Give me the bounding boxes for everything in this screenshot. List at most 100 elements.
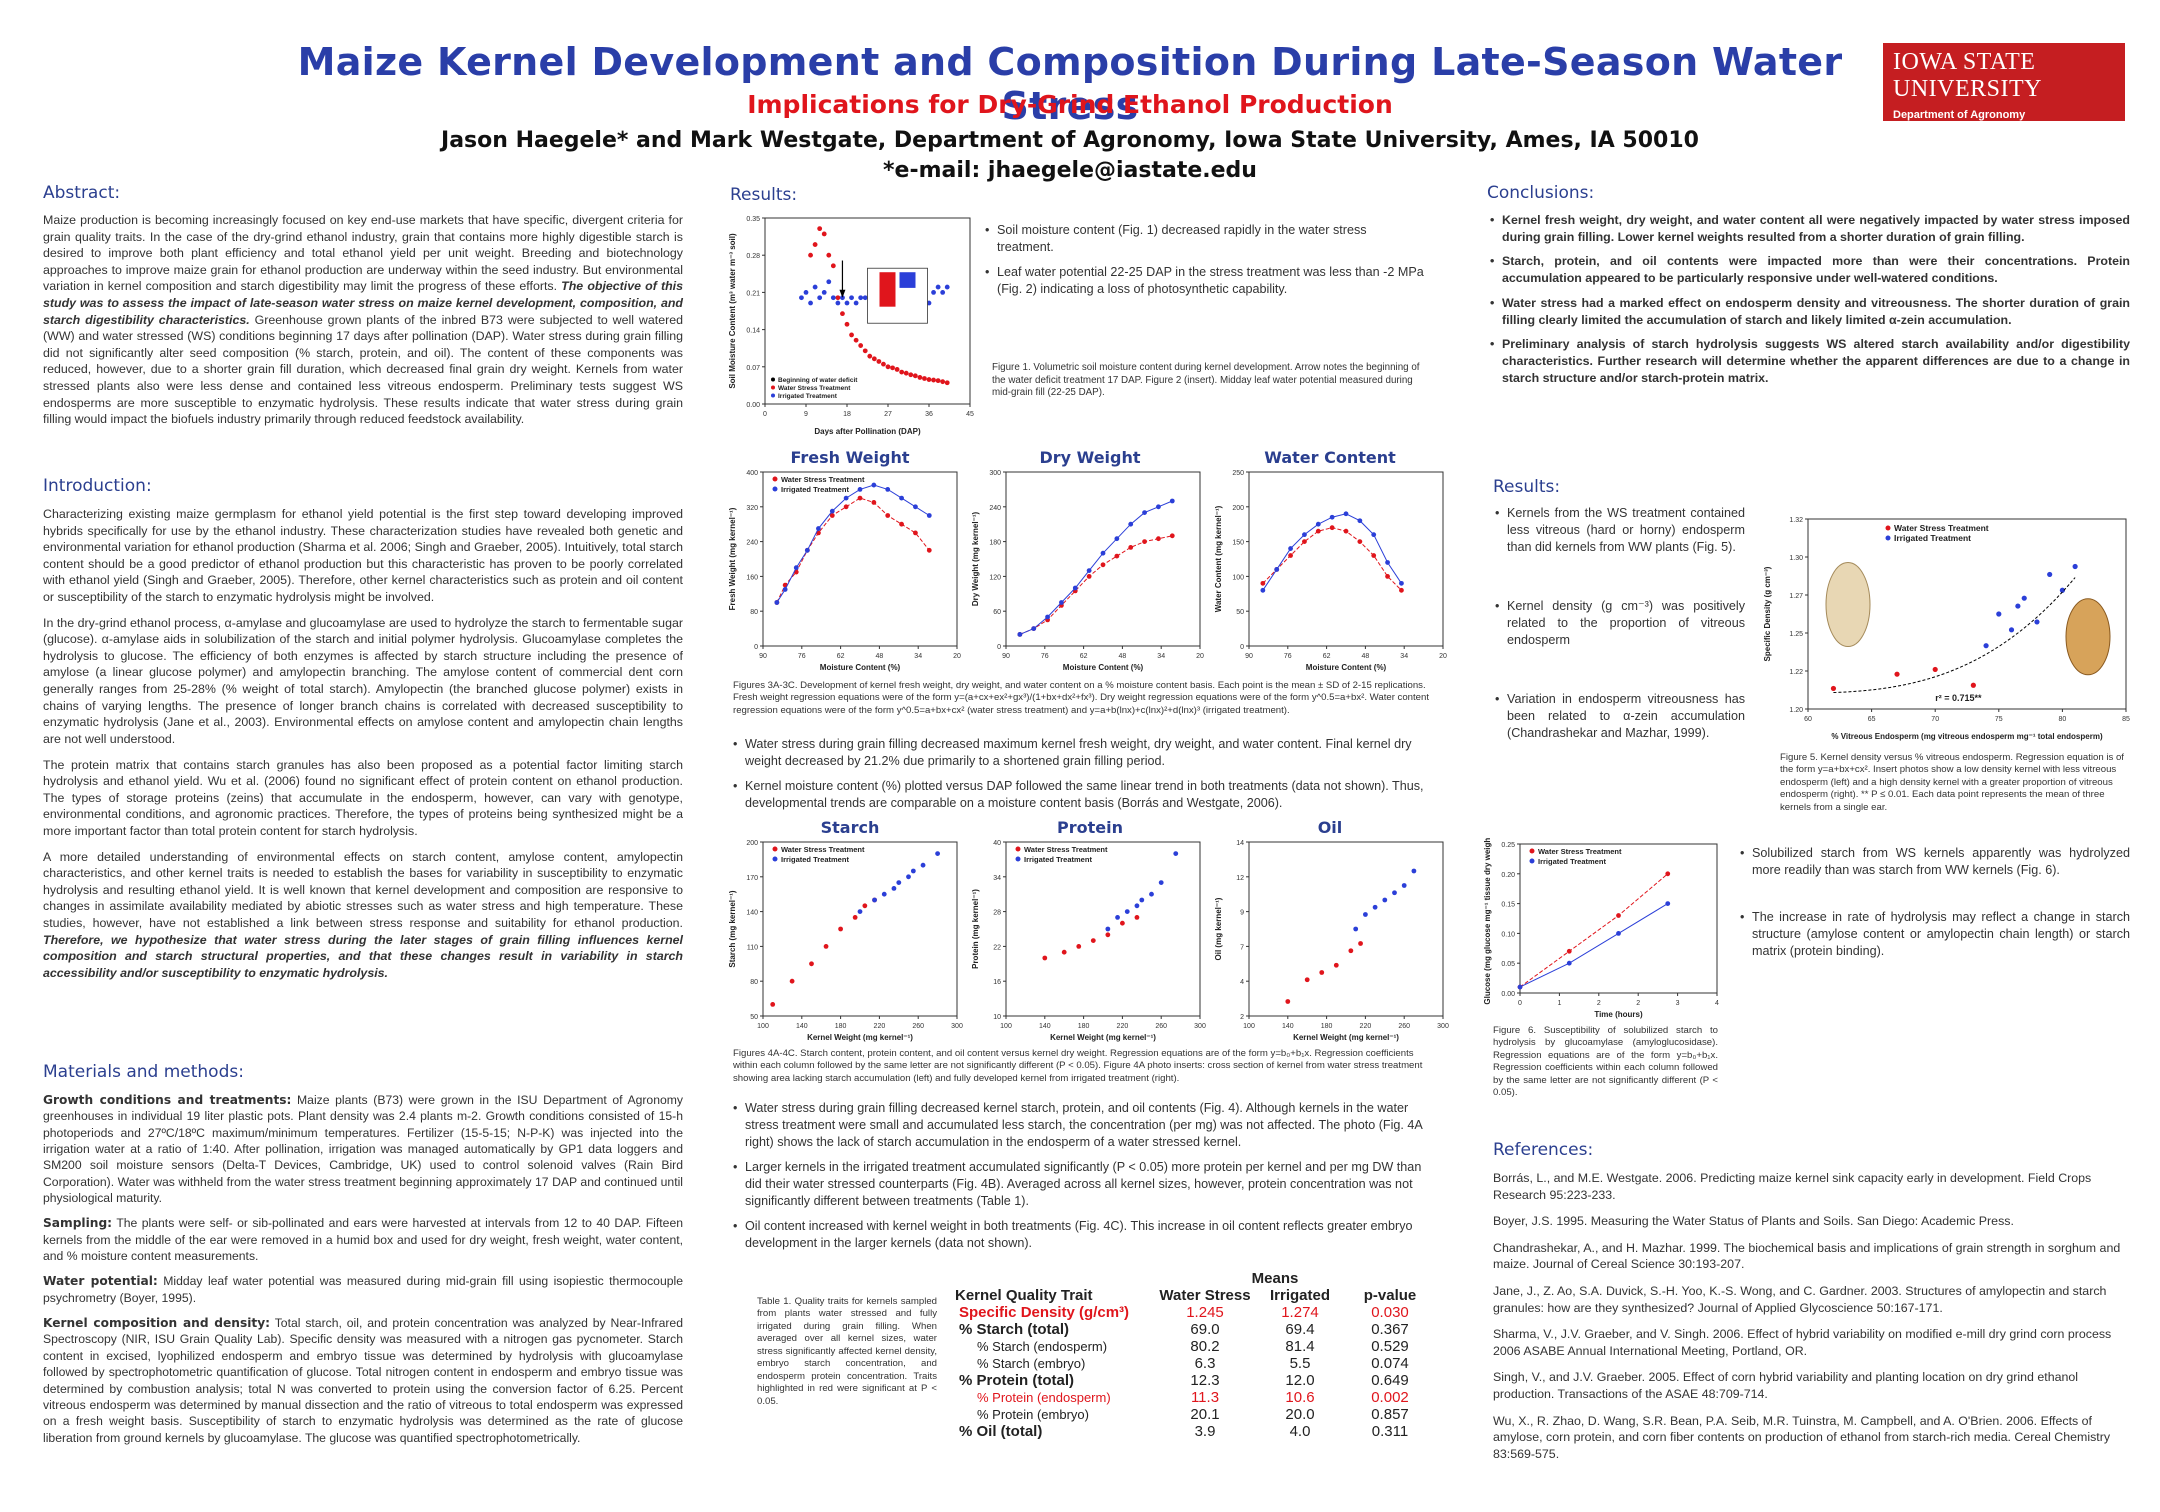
figure-6-caption: Figure 6. Susceptibility of solubilized … <box>1493 1025 1718 1099</box>
y-tick-label: 1.27 <box>1789 593 1803 600</box>
x-tick-label: 18 <box>843 411 851 418</box>
data-point <box>844 321 850 327</box>
conclusion-item: Preliminary analysis of starch hydrolysi… <box>1490 336 2130 386</box>
y-tick-label: 300 <box>989 470 1001 477</box>
plot-frame <box>1005 471 1201 647</box>
cell-trait: % Starch (endosperm) <box>977 1339 1108 1354</box>
x-tick-label: 300 <box>1194 1023 1206 1030</box>
legend-marker <box>772 846 778 852</box>
data-point <box>826 252 832 258</box>
data-point <box>804 547 810 553</box>
legend-marker <box>771 393 775 398</box>
results-bullets-4: Kernels from the WS treatment contained … <box>1495 505 1745 750</box>
result-bullet: The increase in rate of hydrolysis may r… <box>1740 909 2130 960</box>
data-point <box>1411 868 1417 874</box>
abstract-text: Maize production is becoming increasingl… <box>43 212 683 428</box>
cell-p-value: 0.074 <box>1371 1355 1409 1372</box>
data-point <box>830 295 836 301</box>
x-tick-label: 140 <box>796 1023 808 1030</box>
data-point <box>1392 890 1397 896</box>
data-point <box>935 284 941 290</box>
y-tick-label: 170 <box>746 875 758 882</box>
result-bullet: Kernel density (g cm⁻³) was positively r… <box>1495 598 1745 649</box>
x-tick-label: 76 <box>798 653 806 660</box>
legend-label: Irrigated Treatment <box>778 393 838 400</box>
r-squared-label: r² = 0.715** <box>1935 693 1982 703</box>
legend-marker <box>1885 525 1891 531</box>
data-point <box>1114 536 1120 542</box>
data-point <box>885 364 891 370</box>
x-tick-label: 0 <box>1518 1000 1522 1007</box>
x-tick-label: 48 <box>1119 653 1127 660</box>
y-tick-label: 80 <box>750 609 758 616</box>
y-axis-label: Protein (mg kernel⁻¹) <box>971 889 980 969</box>
x-tick-label: 100 <box>757 1023 769 1030</box>
data-point <box>1158 880 1164 885</box>
y-tick-label: 0.15 <box>1501 902 1515 909</box>
data-point <box>1333 962 1339 968</box>
table-row: % Protein (total) 12.3 12.0 0.649 <box>955 1372 1435 1389</box>
cell-trait: % Oil (total) <box>959 1423 1043 1440</box>
cell-irrigated: 69.4 <box>1285 1321 1315 1338</box>
series-line <box>776 497 930 603</box>
data-point <box>1017 632 1023 637</box>
data-point <box>1142 539 1147 544</box>
data-point <box>2047 571 2053 578</box>
y-axis-label: Fresh Weight (mg kernel⁻¹) <box>728 507 737 610</box>
methods-heading: Materials and methods: <box>43 1062 244 1082</box>
data-point <box>840 295 845 301</box>
data-point <box>1072 585 1078 591</box>
result-bullet: Soil moisture content (Fig. 1) decreased… <box>985 222 1425 256</box>
introduction-text: Characterizing existing maize germplasm … <box>43 506 683 990</box>
figure-3a-fresh-weight: 090 80 76 160 62 240 48 320 34 400 20 Moisture Cont… <box>728 470 961 672</box>
cell-p-value: 0.367 <box>1371 1321 1409 1338</box>
data-point <box>817 226 823 232</box>
wp-label: Water potential: <box>43 1274 158 1289</box>
data-point <box>1061 949 1067 955</box>
cell-p-value: 0.529 <box>1371 1338 1409 1355</box>
data-point <box>913 530 918 536</box>
data-point <box>2008 627 2015 633</box>
legend-label: Water Stress Treatment <box>781 845 865 854</box>
x-tick-label: 27 <box>884 411 892 418</box>
y-tick-label: 0.14 <box>746 328 760 335</box>
data-point <box>858 295 864 301</box>
inset-bar <box>879 272 896 307</box>
y-tick-label: 160 <box>746 574 758 581</box>
data-point <box>1353 926 1359 932</box>
data-point <box>1274 567 1280 572</box>
data-point <box>829 508 835 514</box>
kernel-photo-low-density <box>1825 562 1871 647</box>
data-point <box>1343 511 1349 517</box>
data-point <box>803 290 809 295</box>
cell-p-value: 0.649 <box>1371 1372 1409 1389</box>
result-bullet: Water stress during grain filling decrea… <box>733 1100 1433 1151</box>
data-point <box>823 944 829 949</box>
inset-frame <box>867 267 928 324</box>
y-tick-label: 120 <box>989 574 1001 581</box>
data-point <box>910 868 916 874</box>
cell-p-value: 0.311 <box>1371 1423 1409 1440</box>
cell-water-stress: 6.3 <box>1194 1355 1216 1372</box>
x-tick-label: 4 <box>1715 1000 1719 1007</box>
data-point <box>799 295 804 301</box>
data-point <box>853 337 859 343</box>
data-point <box>891 886 897 891</box>
y-tick-label: 1.30 <box>1789 555 1803 562</box>
data-point <box>1120 920 1125 926</box>
result-bullet: Solubilized starch from WS kernels appar… <box>1740 845 2130 879</box>
cell-trait: % Starch (embryo) <box>977 1356 1086 1371</box>
data-point <box>1616 931 1621 936</box>
chart-title-protein: Protein <box>1057 818 1123 837</box>
data-point <box>1358 941 1363 946</box>
authors: Jason Haegele* and Mark Westgate, Depart… <box>441 128 1699 153</box>
data-point <box>2059 587 2065 593</box>
data-point <box>2015 603 2021 609</box>
x-axis-label: Time (hours) <box>1594 1010 1643 1019</box>
y-tick-label: 22 <box>993 944 1001 951</box>
data-point <box>812 242 818 247</box>
series-line <box>1019 500 1173 635</box>
y-tick-label: 50 <box>1236 609 1244 616</box>
chart-title-fresh-weight: Fresh Weight <box>790 448 910 467</box>
